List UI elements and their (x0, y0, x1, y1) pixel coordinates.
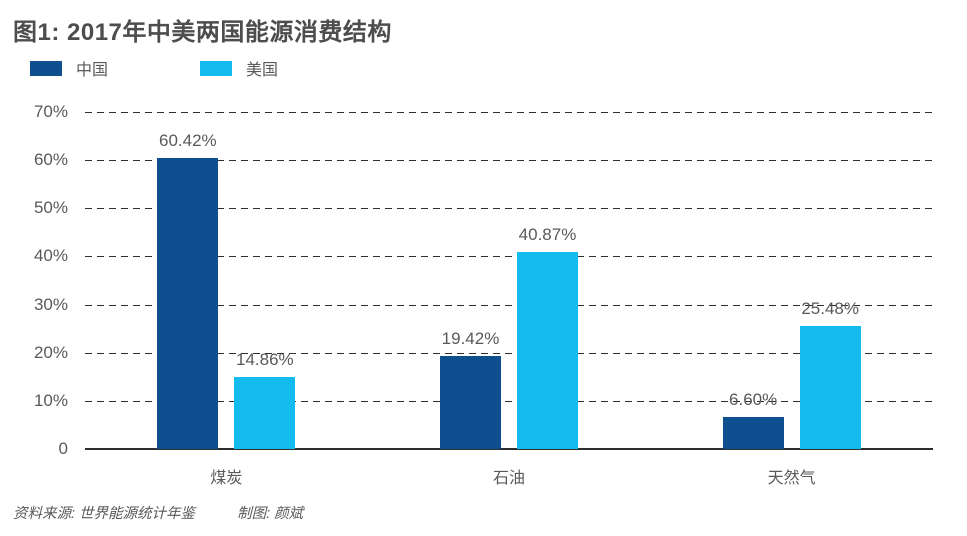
value-label-usa-coal: 14.86% (235, 350, 294, 370)
bar-china-oil (440, 355, 501, 449)
gridline-60 (85, 160, 933, 162)
bar-china-coal (157, 158, 219, 449)
legend-item-usa: 美国 (200, 58, 279, 79)
y-tick-30: 30% (33, 294, 68, 314)
y-tick-10: 10% (33, 390, 68, 410)
value-label-china-natural-gas: 6.60% (729, 390, 778, 410)
gridline-20 (85, 352, 933, 354)
x-axis-baseline (85, 448, 933, 450)
category-label-coal: 煤炭 (210, 470, 243, 487)
y-tick-0: 0 (58, 439, 68, 458)
legend-swatch-usa (200, 60, 232, 76)
legend-label-usa: 美国 (246, 62, 279, 79)
y-tick-70: 70% (33, 102, 68, 121)
y-tick-40: 40% (33, 246, 68, 266)
gridline-30 (85, 304, 933, 306)
y-tick-20: 20% (33, 342, 68, 362)
gridline-70 (85, 112, 933, 113)
value-label-usa-oil: 40.87% (518, 225, 577, 245)
value-label-china-coal: 60.42% (158, 131, 217, 151)
value-label-usa-natural-gas: 25.48% (801, 299, 859, 319)
legend-label-china: 中国 (76, 62, 109, 79)
source-note: 资料来源: 世界能源统计年鉴 (13, 506, 196, 522)
value-label-china-oil: 19.42% (441, 328, 500, 348)
gridline-10 (85, 400, 933, 402)
bar-usa-coal (234, 377, 296, 449)
legend-item-china: 中国 (30, 58, 109, 79)
chart-title: 图1: 2017年中美两国能源消费结构 (13, 19, 392, 46)
gridline-50 (85, 208, 933, 210)
credit-note: 制图: 颜斌 (237, 506, 304, 522)
y-tick-50: 50% (33, 198, 68, 218)
legend: 中国 美国 (0, 58, 967, 80)
gridline-40 (85, 256, 933, 258)
category-label-oil: 石油 (492, 470, 525, 487)
footer: 资料来源: 世界能源统计年鉴 制图: 颜斌 (13, 502, 303, 523)
category-label-natural-gas: 天然气 (767, 470, 816, 487)
bar-usa-oil (517, 252, 578, 449)
y-tick-60: 60% (33, 150, 68, 170)
legend-swatch-china (30, 60, 62, 76)
bar-usa-natural-gas (799, 326, 861, 449)
bar-china-natural-gas (722, 417, 784, 449)
